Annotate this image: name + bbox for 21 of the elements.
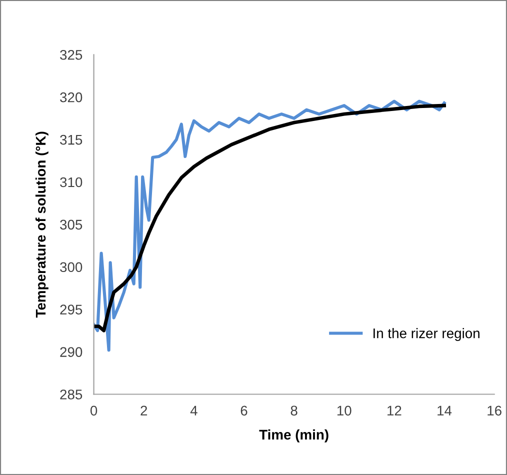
y-axis-title: Temperature of solution (°K) [35,132,48,318]
y-tick-label: 325 [60,50,82,60]
x-tick-label: 2 [140,406,148,416]
x-tick-label: 12 [388,406,402,416]
x-tick-label: 4 [190,406,198,416]
x-tick-label: 10 [337,406,352,416]
y-tick-label: 310 [60,177,82,188]
y-tick-label: 305 [60,220,82,230]
x-tick-label: 0 [90,406,98,416]
y-tick-label: 290 [60,347,82,357]
x-tick-label: 16 [488,406,502,416]
x-axis-title: Time (min) [259,429,328,442]
y-tick-label: 315 [60,134,82,145]
x-tick-label: 14 [438,406,452,416]
y-tick-label: 320 [60,92,82,102]
y-tick-label: 300 [60,262,82,272]
x-tick-label: 8 [290,406,298,416]
legend-label: In the rizer region [374,328,480,341]
x-tick-label: 6 [240,406,248,416]
y-tick-label: 285 [60,390,82,400]
y-tick-label: 295 [60,304,82,315]
